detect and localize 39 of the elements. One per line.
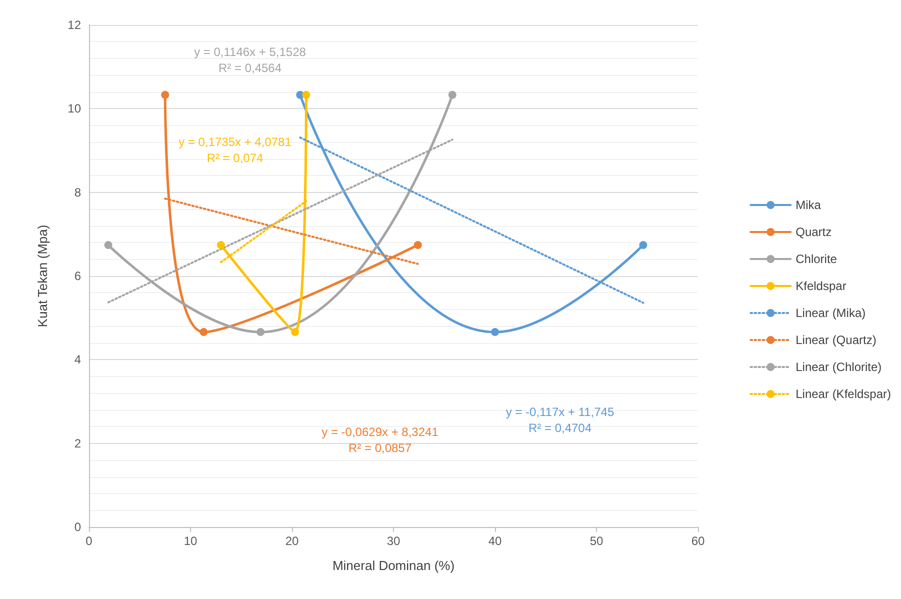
x-tick-label: 20 — [285, 534, 299, 548]
annotation: y = -0,0629x + 8,3241 R² = 0,0857 — [322, 425, 439, 455]
point — [414, 241, 422, 250]
x-tick-label: 40 — [488, 534, 502, 548]
legend-label: Mika — [796, 198, 822, 212]
point — [256, 328, 265, 336]
point — [302, 90, 310, 99]
x-tick-label: 0 — [86, 534, 93, 548]
point — [104, 241, 112, 250]
legend-label: Linear (Chlorite) — [796, 360, 882, 374]
x-axis-title: Mineral Dominan (%) — [332, 558, 455, 573]
x-tick-label: 50 — [590, 534, 604, 548]
point — [161, 90, 170, 99]
legend-label: Kfeldspar — [796, 279, 846, 293]
y-tick-label: 0 — [74, 520, 82, 534]
y-tick-label: 10 — [68, 102, 82, 116]
legend-label: Linear (Quartz) — [796, 333, 876, 347]
legend-label: Chlorite — [796, 252, 838, 266]
annotation: y = 0,1146x + 5,1528 R² = 0,4564 — [194, 45, 306, 75]
y-tick-label: 12 — [68, 18, 82, 32]
y-tick-label: 4 — [74, 352, 82, 367]
y-tick-label: 2 — [74, 436, 82, 450]
y-axis-title: Kuat Tekan (Mpa) — [35, 224, 50, 328]
point — [491, 328, 499, 336]
legend-label: Linear (Kfeldspar) — [796, 387, 892, 401]
point — [448, 90, 456, 99]
x-tick-label: 60 — [691, 534, 705, 548]
legend-label: Quartz — [796, 225, 832, 239]
x-tick-label: 10 — [184, 534, 198, 548]
annotation: y = 0,1735x + 4,0781 R² = 0,074 — [178, 135, 292, 165]
legend-label: Linear (Mika) — [796, 306, 866, 320]
annotation: y = -0,117x + 11,745 R² = 0,4704 — [506, 405, 614, 435]
point — [291, 328, 300, 336]
point — [639, 241, 648, 250]
point — [216, 241, 225, 250]
x-tick-label: 30 — [386, 534, 400, 548]
point — [200, 328, 208, 336]
y-tick-label: 6 — [74, 269, 82, 283]
y-tick-label: 8 — [74, 185, 82, 200]
